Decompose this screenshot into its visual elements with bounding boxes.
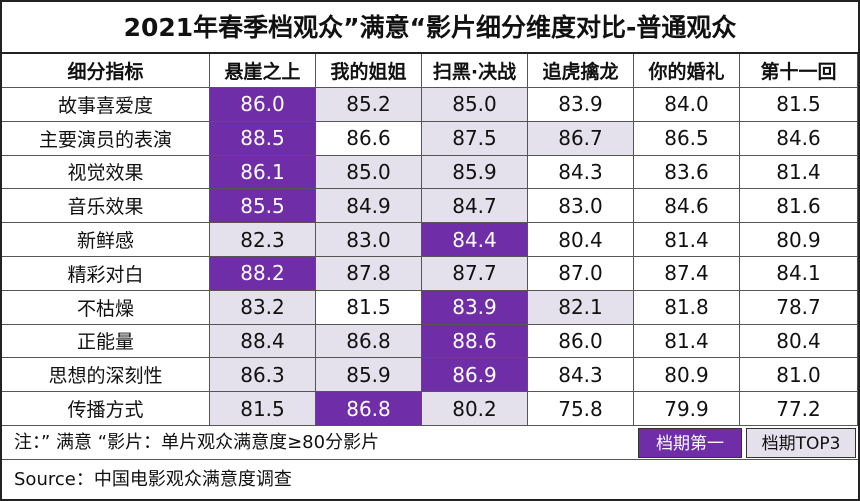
cell-value-first: 86.0: [210, 88, 316, 122]
legend-area: [634, 426, 858, 460]
cell-value-first: 83.9: [422, 290, 528, 325]
cell-value: 81.4: [740, 155, 858, 190]
row-label: 视觉效果: [2, 155, 210, 190]
cell-value-top3: 85.0: [422, 88, 528, 122]
row-label: 故事喜爱度: [2, 88, 210, 122]
cell-value-top3: 85.2: [316, 88, 422, 122]
cell-value: 83.6: [634, 155, 740, 190]
cell-value-top3: 87.5: [422, 121, 528, 156]
column-header-corner: 细分指标: [2, 54, 210, 88]
cell-value-top3: 86.8: [316, 324, 422, 359]
cell-value-top3: 85.9: [422, 155, 528, 190]
cell-value-top3: 83.0: [316, 223, 422, 257]
cell-value: 81.0: [740, 358, 858, 393]
row-label: 不枯燥: [2, 290, 210, 325]
row-label: 正能量: [2, 324, 210, 359]
cell-value: 86.5: [634, 121, 740, 156]
cell-value: 84.1: [740, 257, 858, 291]
cell-value: 81.5: [316, 290, 422, 325]
cell-value: 81.4: [634, 223, 740, 257]
cell-value: 77.2: [740, 392, 858, 426]
cell-value-top3: 81.5: [210, 392, 316, 426]
column-header: 追虎擒龙: [528, 54, 634, 88]
row-label: 音乐效果: [2, 189, 210, 224]
chart-title: 2021年春季档观众”满意“影片细分维度对比-普通观众: [2, 2, 858, 54]
cell-value-first: 88.2: [210, 257, 316, 291]
cell-value-top3: 83.2: [210, 290, 316, 325]
cell-value-top3: 82.1: [528, 290, 634, 325]
legend-top3-swatch: 档期TOP3: [746, 428, 856, 458]
cell-value-top3: 87.7: [422, 257, 528, 291]
cell-value: 81.5: [740, 88, 858, 122]
cell-value-first: 86.8: [316, 392, 422, 426]
cell-value-top3: 86.7: [528, 121, 634, 156]
cell-value: 84.3: [528, 358, 634, 393]
cell-value-top3: 84.9: [316, 189, 422, 224]
column-header: 扫黑·决战: [422, 54, 528, 88]
cell-value: 80.9: [634, 358, 740, 393]
row-label: 主要演员的表演: [2, 121, 210, 156]
cell-value: 81.8: [634, 290, 740, 325]
legend-first-swatch: 档期第一: [638, 428, 742, 458]
cell-value: 84.6: [740, 121, 858, 156]
footnote: 注：” 满意 “影片：单片观众满意度≥80分影片: [2, 426, 634, 460]
cell-value: 79.9: [634, 392, 740, 426]
cell-value-top3: 86.3: [210, 358, 316, 393]
cell-value-top3: 80.2: [422, 392, 528, 426]
cell-value-top3: 85.9: [316, 358, 422, 393]
cell-value: 86.6: [316, 121, 422, 156]
cell-value: 75.8: [528, 392, 634, 426]
cell-value-first: 86.9: [422, 358, 528, 393]
cell-value-top3: 88.4: [210, 324, 316, 359]
cell-value: 80.4: [528, 223, 634, 257]
cell-value: 83.0: [528, 189, 634, 224]
column-header: 悬崖之上: [210, 54, 316, 88]
cell-value: 81.6: [740, 189, 858, 224]
cell-value-top3: 87.8: [316, 257, 422, 291]
cell-value-first: 88.6: [422, 324, 528, 359]
cell-value: 87.4: [634, 257, 740, 291]
row-label: 思想的深刻性: [2, 358, 210, 393]
cell-value: 80.4: [740, 324, 858, 359]
cell-value: 84.3: [528, 155, 634, 190]
cell-value-first: 88.5: [210, 121, 316, 156]
cell-value: 86.0: [528, 324, 634, 359]
row-label: 精彩对白: [2, 257, 210, 291]
source-note: Source：中国电影观众满意度调查: [14, 469, 292, 490]
cell-value-first: 86.1: [210, 155, 316, 190]
row-label: 传播方式: [2, 392, 210, 426]
cell-value: 83.9: [528, 88, 634, 122]
row-label: 新鲜感: [2, 223, 210, 257]
cell-value-top3: 85.0: [316, 155, 422, 190]
cell-value-first: 84.4: [422, 223, 528, 257]
cell-value: 81.4: [634, 324, 740, 359]
cell-value: 87.0: [528, 257, 634, 291]
cell-value: 84.6: [634, 189, 740, 224]
column-header: 你的婚礼: [634, 54, 740, 88]
cell-value: 84.0: [634, 88, 740, 122]
cell-value-top3: 82.3: [210, 223, 316, 257]
cell-value-first: 85.5: [210, 189, 316, 224]
column-header: 我的姐姐: [316, 54, 422, 88]
cell-value-top3: 84.7: [422, 189, 528, 224]
cell-value: 78.7: [740, 290, 858, 325]
cell-value: 80.9: [740, 223, 858, 257]
column-header: 第十一回: [740, 54, 858, 88]
